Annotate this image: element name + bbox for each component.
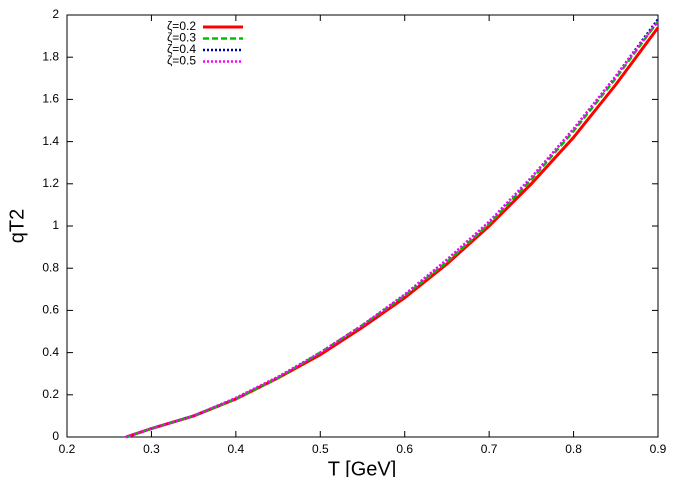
y-tick-label: 1.8: [42, 49, 59, 63]
series-line: [125, 18, 660, 439]
x-tick-label: 0.2: [59, 442, 76, 456]
y-tick-label: 1: [52, 218, 59, 232]
y-tick-label: 1.4: [42, 134, 59, 148]
y-tick-label: 0.4: [42, 345, 59, 359]
x-tick-label: 0.6: [396, 442, 413, 456]
legend-label: ζ=0.3: [167, 31, 196, 45]
y-tick-label: 0.6: [42, 303, 59, 317]
x-axis-label: T [GeV]: [328, 458, 397, 477]
plot-frame: [66, 14, 659, 438]
y-tick-label: 0.8: [42, 260, 59, 274]
legend-label: ζ=0.5: [167, 54, 196, 68]
y-tick-label: 2: [52, 7, 59, 21]
series-line: [125, 20, 660, 439]
y-axis-label: qT2: [6, 209, 28, 243]
legend-label: ζ=0.2: [167, 19, 196, 33]
legend-label: ζ=0.4: [167, 42, 196, 56]
y-tick-label: 0.2: [42, 387, 59, 401]
series-line: [125, 26, 660, 439]
series-line: [125, 20, 659, 439]
x-tick-label: 0.7: [481, 442, 498, 456]
x-tick-label: 0.8: [565, 442, 582, 456]
x-tick-label: 0.3: [143, 442, 160, 456]
y-tick-label: 1.2: [42, 176, 59, 190]
x-tick-label: 0.4: [228, 442, 245, 456]
x-tick-label: 0.5: [312, 442, 329, 456]
y-tick-label: 1.6: [42, 92, 59, 106]
y-tick-label: 0: [52, 429, 59, 443]
x-tick-label: 0.9: [650, 442, 667, 456]
